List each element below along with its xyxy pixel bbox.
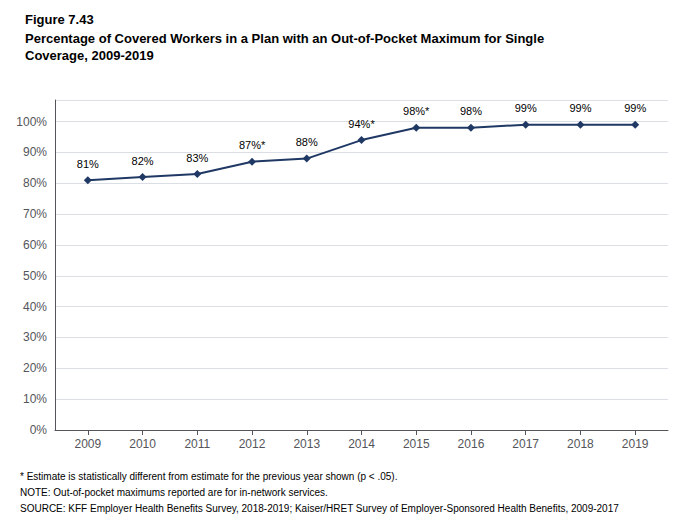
svg-text:2018: 2018 bbox=[567, 437, 594, 451]
svg-text:2016: 2016 bbox=[458, 437, 485, 451]
svg-text:81%: 81% bbox=[77, 158, 99, 170]
svg-text:88%: 88% bbox=[296, 136, 318, 148]
svg-text:82%: 82% bbox=[132, 155, 154, 167]
svg-text:20%: 20% bbox=[23, 361, 47, 375]
svg-text:Figure 7.43: Figure 7.43 bbox=[25, 12, 94, 27]
svg-text:2012: 2012 bbox=[239, 437, 266, 451]
svg-text:NOTE: Out-of-pocket maximums r: NOTE: Out-of-pocket maximums reported ar… bbox=[20, 487, 328, 498]
svg-text:30%: 30% bbox=[23, 330, 47, 344]
svg-text:100%: 100% bbox=[16, 115, 47, 129]
svg-text:2011: 2011 bbox=[184, 437, 210, 451]
svg-text:83%: 83% bbox=[186, 152, 208, 164]
svg-text:99%: 99% bbox=[624, 102, 646, 114]
svg-text:98%*: 98%* bbox=[403, 105, 430, 117]
svg-text:50%: 50% bbox=[23, 269, 47, 283]
svg-text:99%: 99% bbox=[515, 102, 537, 114]
svg-text:2017: 2017 bbox=[512, 437, 539, 451]
svg-text:70%: 70% bbox=[23, 207, 47, 221]
svg-text:99%: 99% bbox=[569, 102, 591, 114]
svg-text:40%: 40% bbox=[23, 300, 47, 314]
svg-text:2010: 2010 bbox=[129, 437, 156, 451]
svg-text:94%*: 94%* bbox=[348, 118, 375, 130]
svg-text:90%: 90% bbox=[23, 145, 47, 159]
svg-text:80%: 80% bbox=[23, 176, 47, 190]
svg-text:2013: 2013 bbox=[293, 437, 320, 451]
svg-text:10%: 10% bbox=[23, 392, 47, 406]
svg-text:2009: 2009 bbox=[74, 437, 101, 451]
svg-text:0%: 0% bbox=[30, 423, 48, 437]
svg-text:60%: 60% bbox=[23, 238, 47, 252]
svg-text:98%: 98% bbox=[460, 105, 482, 117]
svg-text:SOURCE: KFF Employer Health Be: SOURCE: KFF Employer Health Benefits Sur… bbox=[20, 503, 619, 514]
svg-text:Percentage of Covered Workers: Percentage of Covered Workers in a Plan … bbox=[25, 31, 544, 46]
svg-text:87%*: 87%* bbox=[239, 139, 266, 151]
svg-text:2015: 2015 bbox=[403, 437, 430, 451]
svg-text:* Estimate is statistically di: * Estimate is statistically different fr… bbox=[20, 471, 397, 482]
svg-text:2014: 2014 bbox=[348, 437, 375, 451]
svg-text:Coverage, 2009-2019: Coverage, 2009-2019 bbox=[25, 48, 154, 63]
svg-text:2019: 2019 bbox=[622, 437, 649, 451]
